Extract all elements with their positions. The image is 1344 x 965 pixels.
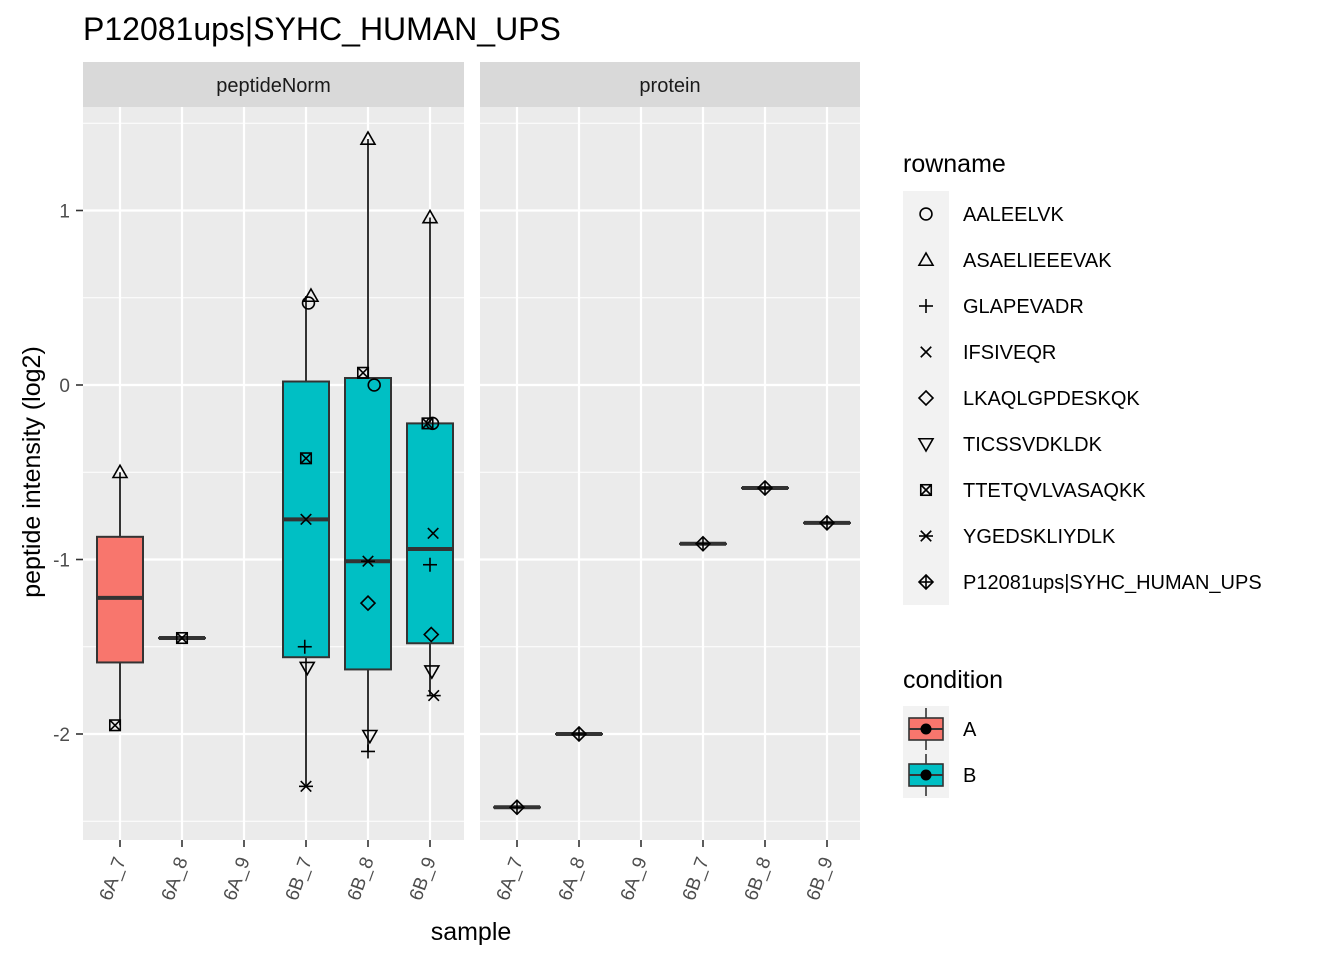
facet-protein: protein 6A_7 6A_8 6A_9 6B_7 6B_8 6B_9 — [480, 62, 860, 903]
x-tick-label: 6B_9 — [803, 855, 838, 904]
strip-label-peptidenorm: peptideNorm — [216, 75, 331, 97]
y-axis-title: peptide intensity (log2) — [18, 346, 46, 598]
y-tick-label: 1 — [59, 202, 70, 223]
legend-label-glapevadr: GLAPEVADR — [963, 296, 1084, 318]
y-tick-label: -2 — [53, 725, 70, 746]
legend-label-ifsiveqr: IFSIVEQR — [963, 342, 1056, 364]
legend-rowname: rowname AALEELVK ASAELIEEEVAK GLAPEVADR IFSI… — [903, 150, 1262, 605]
legend-label-ygedskliydlk: YGEDSKLIYDLK — [963, 526, 1116, 548]
legend-label-aaleelvk: AALEELVK — [963, 204, 1064, 226]
legend-label-condition-a: A — [963, 719, 977, 741]
x-tick-label: 6A_8 — [555, 855, 590, 904]
box-body — [407, 423, 453, 643]
legend-rowname-title: rowname — [903, 150, 1006, 178]
legend-condition-title: condition — [903, 666, 1003, 694]
x-tick-label: 6A_8 — [158, 855, 193, 904]
x-tick-label: 6B_7 — [282, 855, 317, 904]
legend-condition: condition A B — [903, 666, 1003, 798]
y-axis: -2 -1 0 1 — [53, 202, 83, 747]
legend-label-ticssvdkldk: TICSSVDKLDK — [963, 434, 1103, 456]
x-tick-label: 6A_7 — [493, 855, 528, 904]
legend-label-lkaqlgpdeskqk: LKAQLGPDESKQK — [963, 388, 1140, 410]
y-tick-label: 0 — [59, 376, 70, 397]
y-tick-label: -1 — [53, 551, 70, 572]
x-axis-title: sample — [431, 918, 512, 946]
x-tick-label: 6B_7 — [679, 855, 714, 904]
legend-label-p12081ups-syhc-human-ups: P12081ups|SYHC_HUMAN_UPS — [963, 572, 1262, 594]
legend-key-point — [921, 770, 932, 781]
legend-label-condition-b: B — [963, 765, 976, 787]
x-tick-label: 6A_9 — [220, 855, 255, 904]
box-body — [345, 378, 391, 669]
legend-label-ttetqvlvasaqkk: TTETQVLVASAQKK — [963, 480, 1146, 502]
strip-label-protein: protein — [639, 75, 700, 97]
legend-label-asaelieeevak: ASAELIEEEVAK — [963, 250, 1112, 272]
x-tick-label: 6B_8 — [344, 855, 379, 904]
x-tick-label: 6B_8 — [741, 855, 776, 904]
x-tick-label: 6A_7 — [96, 855, 131, 904]
facet-peptidenorm: peptideNorm 6A_7 6A_8 6A_9 6B_7 6B_8 6B_9 — [83, 62, 464, 903]
panel-background-protein — [480, 107, 860, 840]
x-tick-label: 6A_9 — [617, 855, 652, 904]
x-tick-label: 6B_9 — [406, 855, 441, 904]
legend-key-point — [921, 724, 932, 735]
chart-title: P12081ups|SYHC_HUMAN_UPS — [83, 11, 561, 47]
